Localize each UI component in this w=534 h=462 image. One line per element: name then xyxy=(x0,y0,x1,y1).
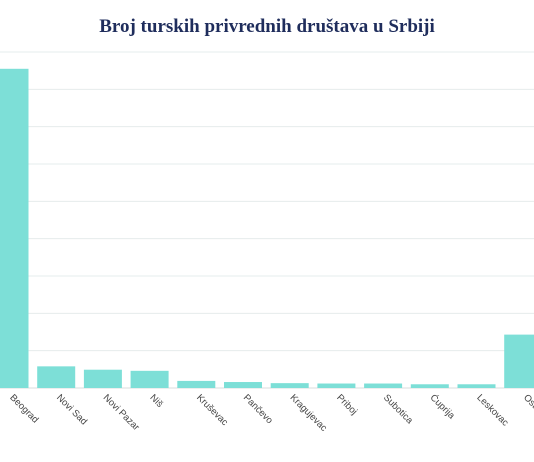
x-tick-label: Priboj xyxy=(334,392,359,417)
x-tick-label: Leskovac xyxy=(474,392,510,428)
bar-novi-sad xyxy=(37,366,76,388)
x-tick-label: Subotica xyxy=(381,392,415,426)
x-tick-label: Ostalo xyxy=(521,392,534,419)
bar-priboj xyxy=(317,383,356,388)
x-tick-label: Novi Pazar xyxy=(101,392,142,433)
grid-lines xyxy=(0,51,534,389)
bar-kruševac xyxy=(177,380,216,388)
x-tick-label: Niš xyxy=(147,392,165,410)
bar-ćuprija xyxy=(410,384,449,388)
x-tick-label: Ćuprija xyxy=(428,392,458,422)
bar-subotica xyxy=(364,383,403,388)
x-tick-label: Pančevo xyxy=(241,392,275,426)
bar-pančevo xyxy=(224,382,262,388)
x-tick-label: Kruševac xyxy=(194,392,230,428)
bar-leskovac xyxy=(457,384,496,388)
bars xyxy=(0,68,534,389)
x-axis-labels: Beograd Novi Sad Novi Pazar Niš Kruševac Panč… xyxy=(7,392,534,434)
x-tick-label: Novi Sad xyxy=(54,392,89,427)
bar-beograd xyxy=(0,68,29,389)
bar-niš xyxy=(130,370,169,388)
x-tick-label: Beograd xyxy=(7,392,40,425)
bar-ostalo xyxy=(504,334,534,388)
x-tick-label: Kragujevac xyxy=(288,392,330,434)
chart-title: Broj turskih privrednih društava u Srbij… xyxy=(99,16,435,37)
bar-novi-pazar xyxy=(83,369,122,388)
bar-kragujevac xyxy=(270,383,309,388)
